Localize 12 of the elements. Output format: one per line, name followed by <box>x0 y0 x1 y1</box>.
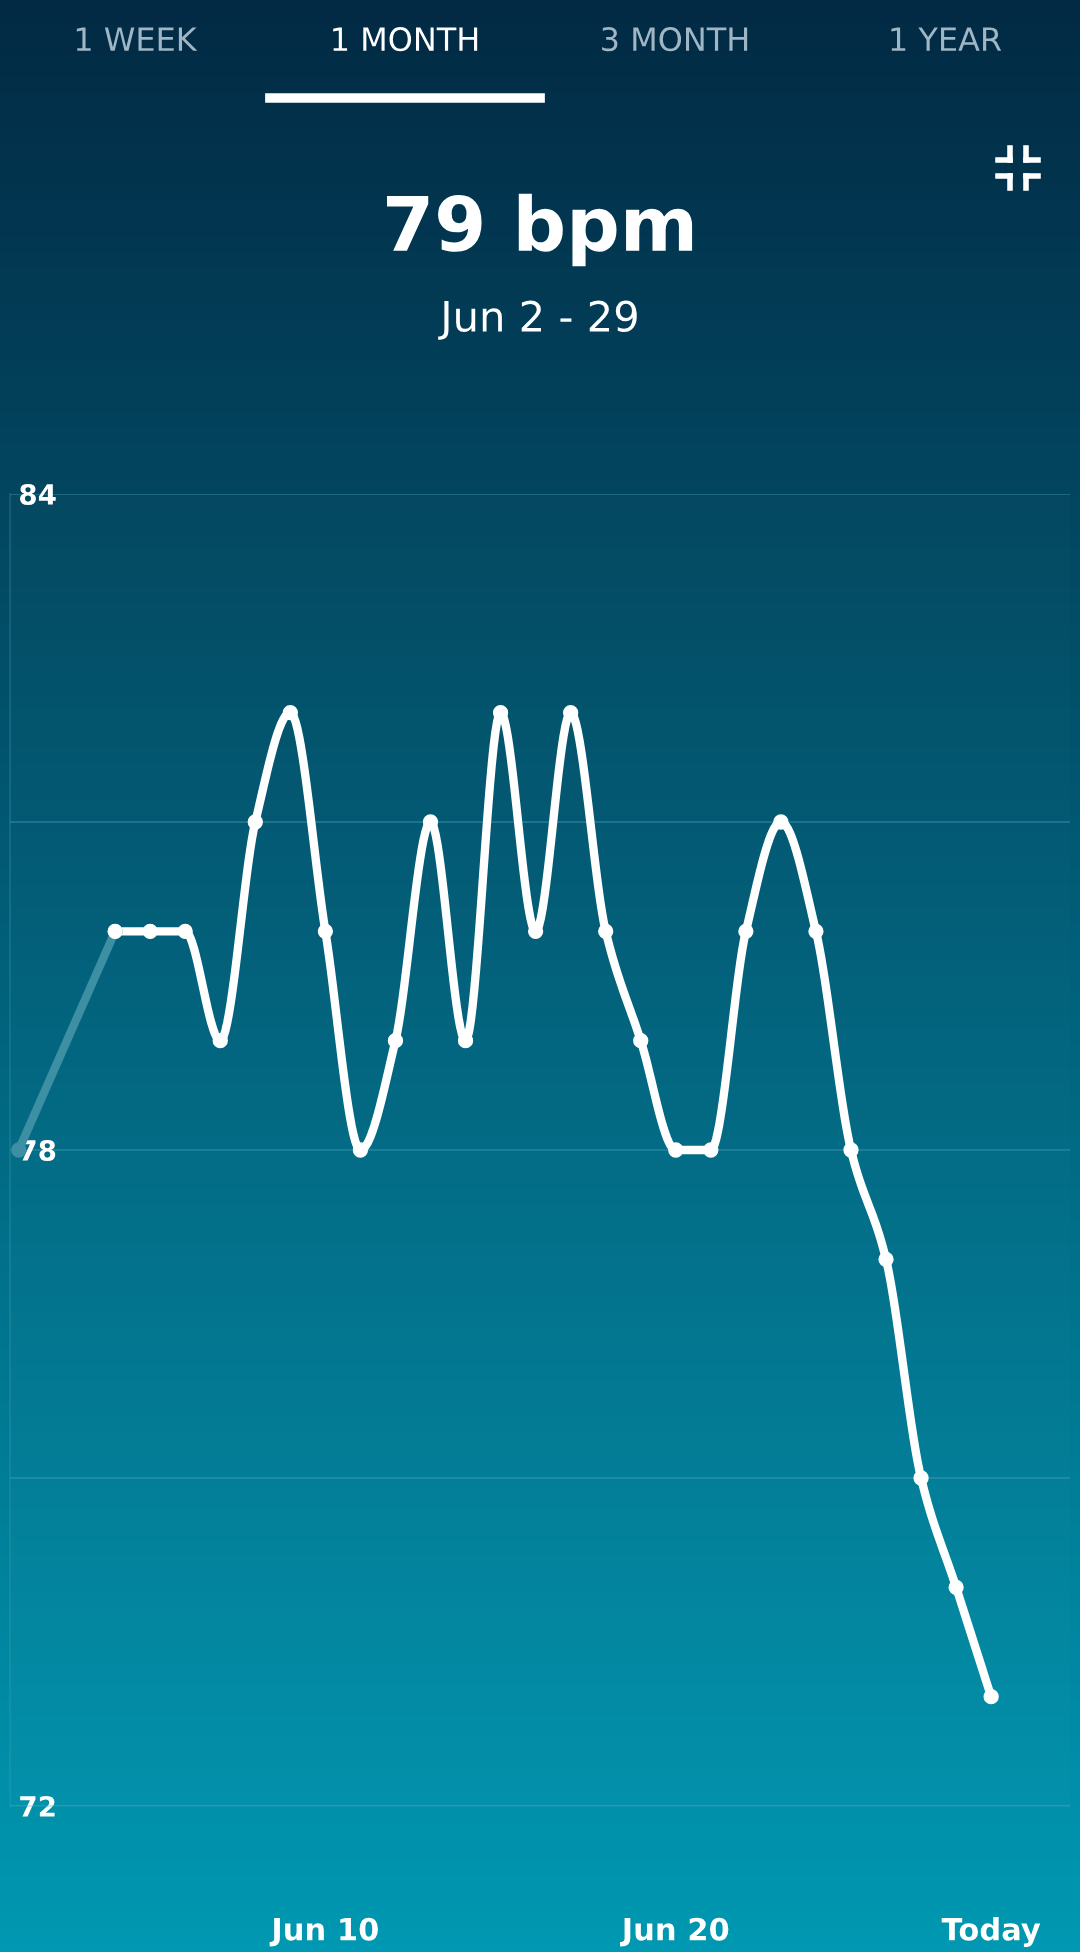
y-tick-label: 72 <box>20 1795 55 1817</box>
text: 3 MONTH <box>602 27 748 52</box>
x-tick-label: Jun 10 <box>269 1917 378 1947</box>
y-tick-label: 84 <box>20 483 56 505</box>
text: 1 YEAR <box>891 27 1002 51</box>
text: 1 MONTH <box>333 27 478 52</box>
x-tick-label: Today <box>941 1917 1041 1947</box>
chart-subtitle: Jun 2 - 29 <box>438 300 637 340</box>
point <box>983 1689 999 1705</box>
text: 1 WEEK <box>76 27 198 51</box>
x-tick-label: Jun 20 <box>620 1917 729 1947</box>
chart-title: 79 bpm <box>387 193 693 267</box>
